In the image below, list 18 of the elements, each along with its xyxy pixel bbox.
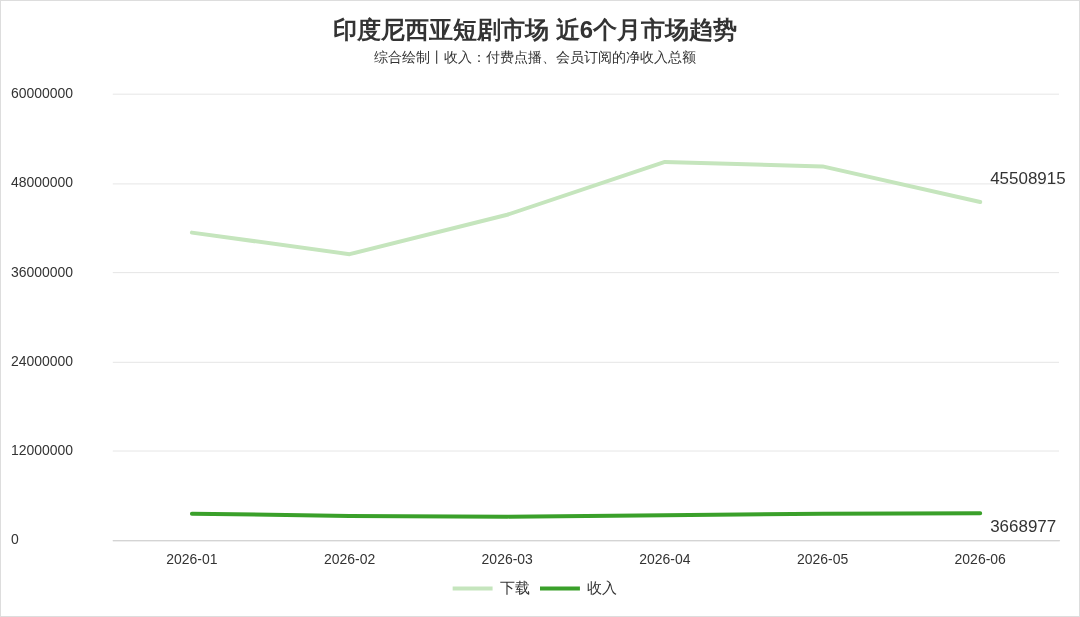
chart-subtitle: 综合绘制丨收入：付费点播、会员订阅的净收入总额 <box>373 48 697 65</box>
data-label: 3668977 <box>990 517 1057 537</box>
y-tick-label: 60000000 <box>10 85 74 102</box>
x-tick-label: 2026-02 <box>323 550 376 567</box>
chart-title: 印度尼西亚短剧市场 近6个月市场趋势 <box>332 15 738 43</box>
y-tick-label: 48000000 <box>10 174 74 191</box>
y-tick-label: 24000000 <box>10 352 74 369</box>
x-tick-label: 2026-05 <box>796 550 849 567</box>
legend-label: 下载 <box>500 578 531 596</box>
y-tick-label: 12000000 <box>10 442 74 459</box>
y-tick-label: 0 <box>10 531 19 548</box>
legend-label: 收入 <box>587 578 618 596</box>
y-tick-label: 36000000 <box>10 263 74 280</box>
x-tick-label: 2026-01 <box>166 550 218 567</box>
x-tick-label: 2026-03 <box>481 550 534 567</box>
data-label: 45508915 <box>990 169 1066 189</box>
x-tick-label: 2026-04 <box>639 550 691 567</box>
x-tick-label: 2026-06 <box>954 550 1007 567</box>
